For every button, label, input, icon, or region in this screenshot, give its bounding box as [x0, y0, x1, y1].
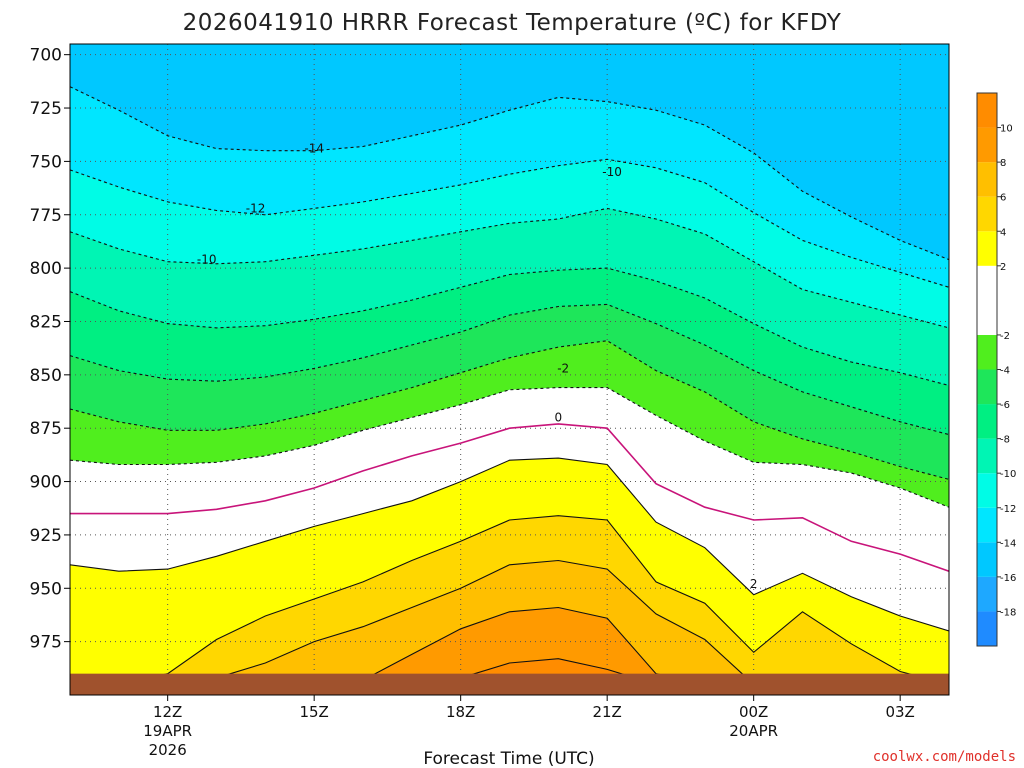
x-tick-label: 12Z: [153, 703, 182, 721]
x-tick-date-label: 2026: [149, 741, 187, 759]
y-tick-label: 850: [30, 366, 62, 386]
contour-label: -2: [557, 361, 569, 375]
colorbar-swatch: [977, 93, 997, 128]
colorbar-tick-label: 4: [1000, 227, 1006, 238]
y-tick-label: 875: [30, 419, 62, 439]
contour-label: -10: [602, 165, 622, 179]
colorbar-tick-label: -4: [1000, 366, 1010, 377]
colorbar-tick-label: -10: [1000, 469, 1016, 480]
band-above-0: [70, 423, 949, 631]
contour--2: [70, 387, 949, 508]
band-above-4: [70, 515, 949, 685]
contour--6: [70, 303, 949, 436]
y-tick-label: 775: [30, 206, 62, 226]
colorbar-tick-label: 10: [1000, 124, 1013, 135]
colorbar-swatch: [977, 127, 997, 163]
colorbar-swatch: [977, 507, 997, 543]
colorbar-tick-label: -16: [1000, 573, 1016, 584]
colorbar-tick-label: 6: [1000, 193, 1006, 204]
contour--8: [70, 267, 949, 387]
contour-label: -12: [246, 201, 266, 215]
colorbar-swatch: [977, 473, 997, 508]
contour-4: [70, 515, 949, 685]
y-axis: 700 725 750 775 800 825 850 875 900 925 950 975: [30, 46, 70, 653]
contour--12: [70, 158, 949, 288]
contour-2: [70, 457, 949, 632]
colorbar-swatch: [977, 231, 997, 266]
chart-title: 2026041910 HRRR Forecast Temperature (ºC…: [183, 10, 842, 36]
colorbar-swatch: [977, 404, 997, 439]
y-tick-label: 975: [30, 633, 62, 653]
y-tick-label: 725: [30, 99, 62, 119]
x-tick-date-label: 19APR: [143, 722, 192, 740]
band-above--10: [70, 208, 949, 386]
band-above-8: [70, 607, 949, 685]
band-above-6: [70, 560, 949, 685]
colorbar-tick-label: -14: [1000, 538, 1016, 549]
colorbar-swatch: [977, 265, 997, 335]
colorbar-swatch: [977, 162, 997, 197]
colorbar-tick-label: 8: [1000, 158, 1006, 169]
band-above--6: [70, 304, 949, 480]
colorbar-swatch: [977, 369, 997, 405]
colorbar-swatch: [977, 611, 997, 646]
contour-label: 2: [750, 577, 758, 591]
contour-label: -14: [304, 142, 324, 156]
y-tick-label: 700: [30, 46, 62, 66]
contour-labels: -14 -12 -10 -10 -2 0 2: [197, 142, 758, 591]
plot-frame: [69, 43, 950, 696]
colorbar-swatch: [977, 196, 997, 232]
contour-label: 0: [555, 411, 563, 425]
colorbar-tick-label: -12: [1000, 504, 1016, 515]
band-above--8: [70, 268, 949, 435]
colorbar-swatch: [977, 542, 997, 577]
y-tick-label: 825: [30, 312, 62, 332]
y-tick-label: 950: [30, 579, 62, 599]
contour--14: [70, 86, 949, 261]
colorbar-tick-label: -6: [1000, 400, 1010, 411]
contour-label: -10: [197, 253, 217, 267]
temperature-bands: [70, 44, 949, 695]
band-above--4: [70, 340, 949, 508]
colorbar-tick-label: -8: [1000, 435, 1010, 446]
y-tick-label: 900: [30, 473, 62, 493]
y-tick-label: 800: [30, 259, 62, 279]
y-tick-label: 750: [30, 152, 62, 172]
colorbar-swatch: [977, 576, 997, 612]
x-tick-label: 21Z: [592, 703, 621, 721]
colorbar-tick-label: -2: [1000, 331, 1010, 342]
colorbar-tick-label: 2: [1000, 262, 1006, 273]
gridlines: [70, 44, 949, 695]
x-tick-label: 03Z: [885, 703, 914, 721]
x-tick-label: 00Z: [739, 703, 768, 721]
plot-area: -14 -12 -10 -10 -2 0 2: [70, 44, 949, 695]
ground-surface: [70, 673, 949, 695]
x-axis-label: Forecast Time (UTC): [423, 749, 594, 768]
band-above--2: [70, 387, 949, 572]
contour--10: [70, 207, 949, 329]
colorbar-swatch: [977, 334, 997, 370]
x-tick-label: 15Z: [299, 703, 328, 721]
colorbar-swatch: [977, 438, 997, 474]
colorbar-tick-label: -18: [1000, 607, 1016, 618]
band-above--12: [70, 159, 949, 328]
contour-0: [70, 423, 949, 572]
credit-link[interactable]: coolwx.com/models: [873, 749, 1016, 765]
contour--4: [70, 340, 949, 480]
x-tick-label: 18Z: [446, 703, 475, 721]
y-tick-label: 925: [30, 526, 62, 546]
colorbar: -18 -16 -14 -12 -10 -8 -6 -4 -2 2 4 6 8 10: [976, 92, 1016, 647]
band-above--14: [70, 86, 949, 288]
x-tick-date-label: 20APR: [729, 722, 778, 740]
